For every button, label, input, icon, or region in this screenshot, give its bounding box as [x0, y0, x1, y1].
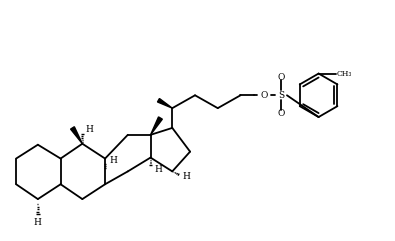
Text: H: H	[182, 172, 190, 181]
Text: S: S	[278, 91, 284, 100]
Text: H: H	[34, 218, 42, 227]
Text: O: O	[277, 109, 285, 118]
Text: H: H	[85, 125, 93, 134]
Text: H: H	[154, 165, 162, 174]
Text: O: O	[261, 91, 268, 100]
Polygon shape	[158, 99, 172, 108]
Polygon shape	[71, 127, 82, 144]
Text: O: O	[277, 73, 285, 82]
Text: H: H	[109, 156, 117, 165]
Polygon shape	[150, 117, 162, 135]
Text: CH₃: CH₃	[337, 70, 352, 78]
